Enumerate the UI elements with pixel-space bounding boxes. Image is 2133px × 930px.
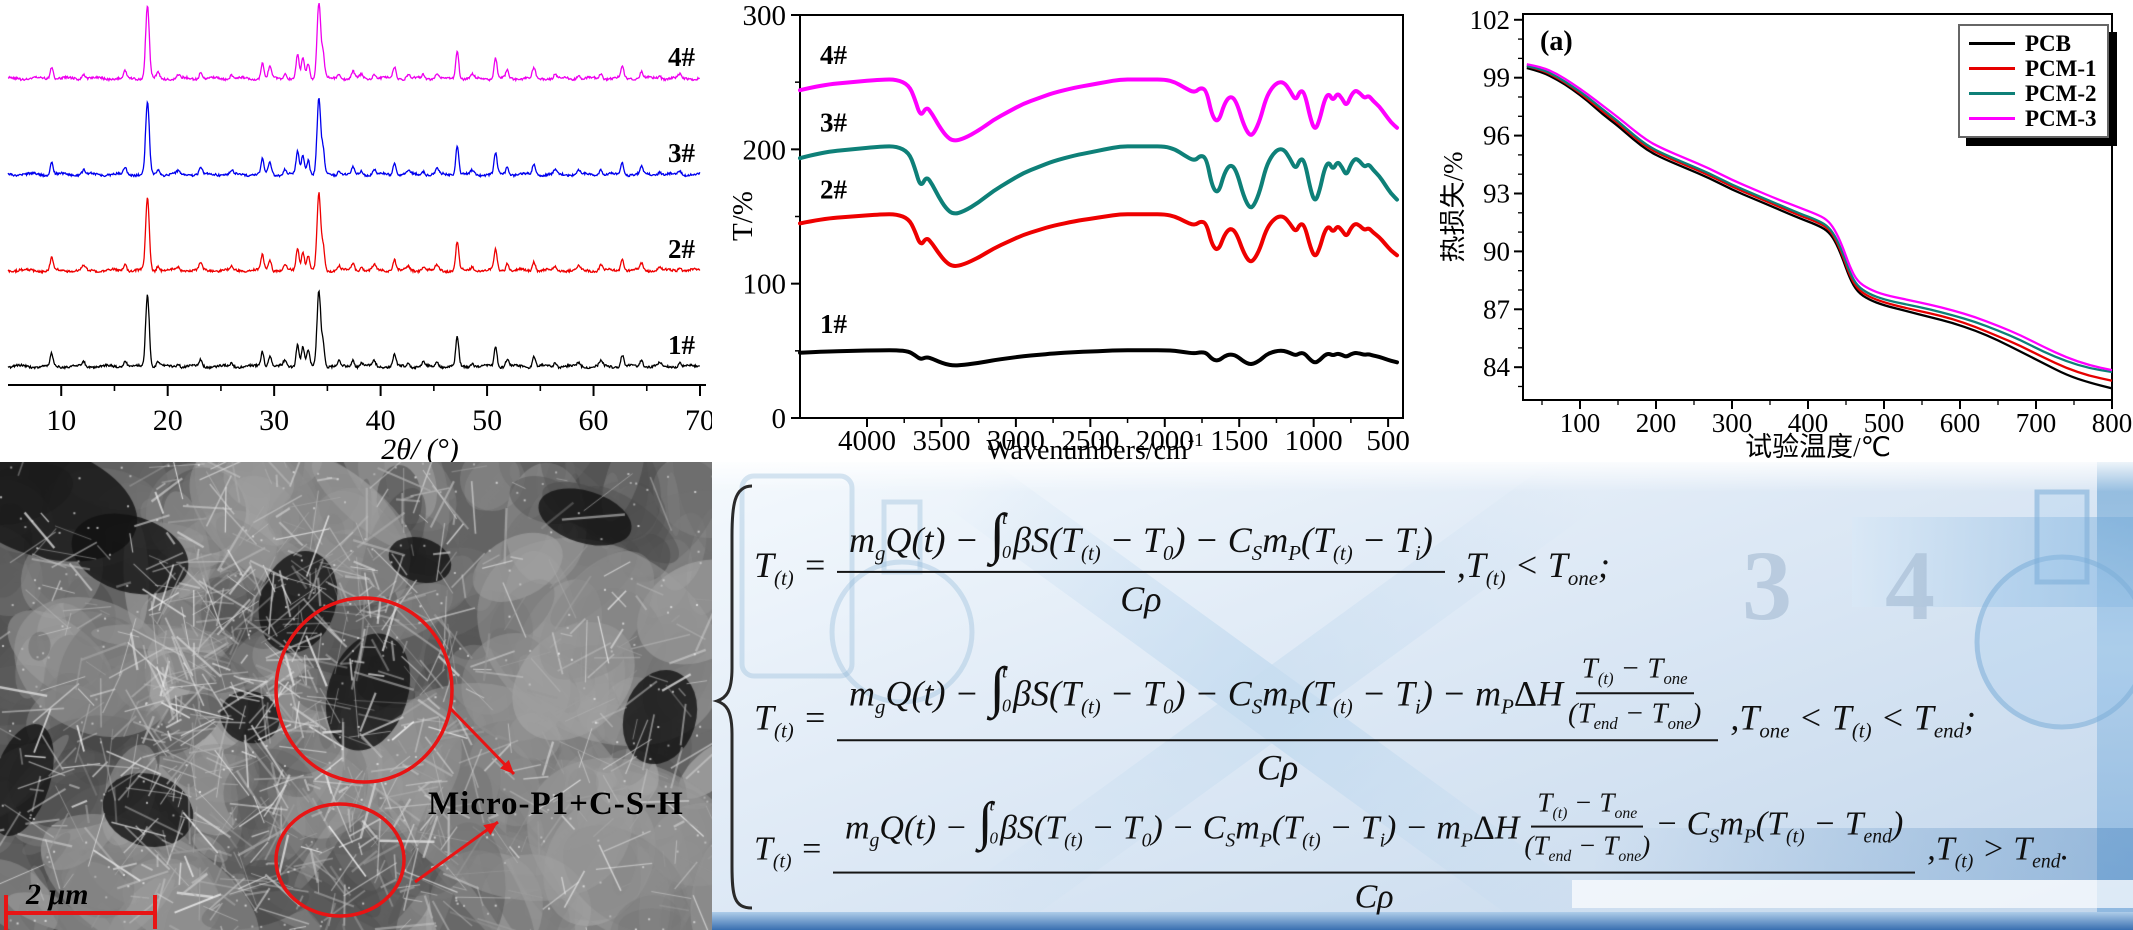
svg-text:3#: 3# [668,138,696,168]
svg-text:10: 10 [46,404,76,437]
svg-text:热损失/%: 热损失/% [1440,152,1468,263]
svg-text:600: 600 [1940,408,1981,438]
svg-text:20: 20 [153,404,183,437]
tga-chart-panel: 84 87 90 93 96 99 102 100 200 300 400 500 600 700 800 (… [1438,0,2133,462]
svg-text:T/%: T/% [727,191,759,241]
svg-text:4#: 4# [820,40,848,70]
svg-text:3000: 3000 [987,425,1045,457]
svg-text:93: 93 [1483,178,1510,208]
svg-text:40: 40 [366,404,396,437]
equations-panel: 3 4 T(t) = mgQ(t) − ∫ t 0 βS(T(t) − T0) − CS… [712,462,2133,930]
svg-text:2000: 2000 [1136,425,1194,457]
legend-entry: PCB [1969,31,2097,56]
equation-row: T(t) = mgQ(t) − ∫ t 0 βS(T(t) − T0) − CSmP(T… [754,502,1611,620]
sem-annotations: Micro-P1+C-S-H 2 μm [4,596,684,930]
ftir-chart-panel: 0 100 200 300 4000 3500 3000 2500 2000 1500 1000 50… [710,0,1440,466]
svg-text:700: 700 [2016,408,2057,438]
svg-text:60: 60 [579,404,609,437]
svg-text:2θ/ (°): 2θ/ (°) [381,433,459,462]
ftir-plot: 0 100 200 300 4000 3500 3000 2500 2000 1500 1000 50… [727,0,1410,466]
sem-image-panel: Micro-P1+C-S-H 2 μm [0,462,712,930]
svg-text:200: 200 [1636,408,1677,438]
legend-entry: PCM-3 [1969,106,2097,131]
svg-text:500: 500 [1864,408,1905,438]
svg-text:90: 90 [1483,236,1510,266]
equation-row: T(t) = mgQ(t) − ∫ t 0 βS(T(t) − T0) − CSmP(T… [754,787,2070,916]
svg-text:Micro-P1+C-S-H: Micro-P1+C-S-H [428,786,684,822]
tga-plot: 84 87 90 93 96 99 102 100 200 300 400 500 600 700 800 (… [1438,5,2133,462]
legend-entry: PCM-1 [1969,56,2097,81]
legend-line-sample [1969,67,2015,70]
legend-label: PCM-1 [2025,55,2097,81]
svg-text:96: 96 [1483,121,1510,151]
svg-text:2 μm: 2 μm [25,878,89,911]
svg-text:1#: 1# [820,309,848,339]
svg-text:400: 400 [1788,408,1829,438]
svg-text:84: 84 [1483,352,1511,382]
svg-text:300: 300 [743,0,787,32]
svg-text:87: 87 [1483,294,1510,324]
svg-text:0: 0 [772,403,787,435]
svg-text:2#: 2# [668,234,696,264]
legend-label: PCM-3 [2025,105,2097,131]
xrd-plot: 10 20 30 40 50 60 70 2θ/ (°) 1# 2# 3# 4# [7,2,715,466]
svg-text:1500: 1500 [1210,425,1268,457]
legend-label: PCM-2 [2025,80,2097,106]
svg-text:4000: 4000 [838,425,896,457]
tga-legend: PCB PCM-1 PCM-2 PCM-3 [1958,24,2109,138]
svg-text:200: 200 [743,134,787,166]
svg-text:1000: 1000 [1285,425,1343,457]
legend-line-sample [1969,92,2015,95]
equation-rows: T(t) = mgQ(t) − ∫ t 0 βS(T(t) − T0) − CSmP(T… [712,462,2133,930]
legend-line-sample [1969,117,2015,120]
svg-text:试验温度/℃: 试验温度/℃ [1745,432,1891,462]
svg-text:4#: 4# [668,42,696,72]
legend-entry: PCM-2 [1969,81,2097,106]
equation-row: T(t) = mgQ(t) − ∫ t 0 βS(T(t) − T0) − CSmP(T… [754,652,1976,787]
legend-label: PCB [2025,30,2071,56]
svg-text:3#: 3# [820,107,848,137]
svg-text:1#: 1# [668,330,696,360]
svg-text:102: 102 [1470,5,1511,35]
svg-text:100: 100 [1560,408,1601,438]
svg-text:2500: 2500 [1061,425,1119,457]
svg-text:30: 30 [259,404,289,437]
svg-text:Wavenumbers/cm-1: Wavenumbers/cm-1 [986,430,1203,462]
svg-text:800: 800 [2092,408,2133,438]
svg-text:100: 100 [743,269,787,301]
svg-text:2#: 2# [820,175,848,205]
svg-text:300: 300 [1712,408,1753,438]
svg-text:3500: 3500 [912,425,970,457]
svg-text:500: 500 [1366,425,1410,457]
legend-line-sample [1969,42,2015,45]
svg-text:50: 50 [472,404,502,437]
sem-micrograph [0,462,712,930]
xrd-chart-panel: 10 20 30 40 50 60 70 2θ/ (°) 1# 2# 3# 4# [0,0,715,466]
svg-text:70: 70 [685,404,712,437]
svg-text:99: 99 [1483,63,1510,93]
svg-text:(a): (a) [1540,26,1573,57]
